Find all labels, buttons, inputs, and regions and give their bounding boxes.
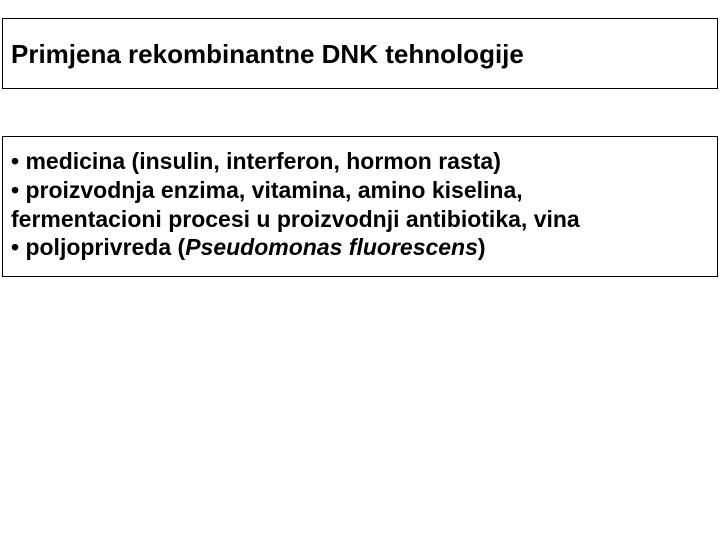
bullet-3: fermentacioni procesi u proizvodnji anti… bbox=[11, 205, 709, 234]
bullet-3-text: fermentacioni procesi u proizvodnji anti… bbox=[11, 206, 580, 232]
bullet-4: • poljoprivreda (Pseudomonas fluorescens… bbox=[11, 233, 709, 262]
bullet-1-prefix: • bbox=[11, 148, 25, 174]
bullet-1: • medicina (insulin, interferon, hormon … bbox=[11, 147, 709, 176]
title-box: Primjena rekombinantne DNK tehnologije bbox=[2, 18, 718, 89]
bullet-1-text: medicina (insulin, interferon, hormon ra… bbox=[25, 148, 500, 174]
bullet-4-text: poljoprivreda ( bbox=[25, 234, 185, 260]
bullet-4-suffix: ) bbox=[478, 234, 486, 260]
bullet-2: • proizvodnja enzima, vitamina, amino ki… bbox=[11, 176, 709, 205]
bullet-4-italic: Pseudomonas fluorescens bbox=[185, 234, 478, 260]
bullet-4-prefix: • bbox=[11, 234, 25, 260]
content-box: • medicina (insulin, interferon, hormon … bbox=[2, 136, 718, 277]
bullet-2-text: proizvodnja enzima, vitamina, amino kise… bbox=[25, 177, 522, 203]
slide-title: Primjena rekombinantne DNK tehnologije bbox=[11, 39, 709, 70]
bullet-2-prefix: • bbox=[11, 177, 25, 203]
